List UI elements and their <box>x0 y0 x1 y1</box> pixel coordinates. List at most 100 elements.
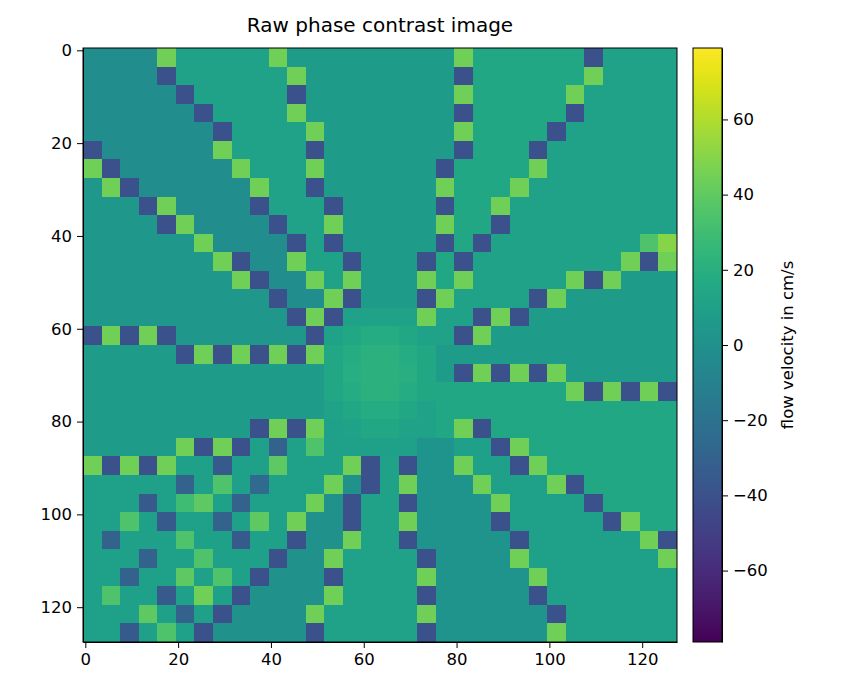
heatmap-cell <box>380 401 399 420</box>
heatmap-cell <box>566 308 585 327</box>
heatmap-cell <box>510 586 529 605</box>
heatmap-cell <box>473 345 492 364</box>
heatmap-cell <box>213 438 232 457</box>
heatmap-cell <box>157 122 176 141</box>
heatmap-cell <box>139 215 158 234</box>
heatmap-cell <box>529 419 548 438</box>
colorbar-tick-label: 60 <box>733 110 754 129</box>
heatmap-cell <box>194 512 213 531</box>
heatmap-cell <box>139 494 158 513</box>
heatmap-cell <box>529 605 548 624</box>
heatmap-cell <box>194 326 213 345</box>
colorbar-tick-mark <box>722 270 728 271</box>
heatmap-cell <box>473 586 492 605</box>
heatmap-cell <box>417 401 436 420</box>
heatmap-cell <box>621 197 640 216</box>
heatmap-cell <box>102 345 121 364</box>
heatmap-cell <box>102 122 121 141</box>
heatmap-cell <box>399 48 418 67</box>
heatmap-cell <box>547 475 566 494</box>
heatmap-cell <box>547 623 566 642</box>
y-tick-mark <box>77 514 83 515</box>
heatmap-cell <box>621 475 640 494</box>
heatmap-cell <box>213 104 232 123</box>
heatmap-cell <box>232 252 251 271</box>
heatmap-cell <box>250 308 269 327</box>
heatmap-cell <box>603 512 622 531</box>
heatmap-cell <box>306 586 325 605</box>
heatmap-cell <box>343 197 362 216</box>
heatmap-cell <box>269 549 288 568</box>
x-tick-mark <box>271 642 272 648</box>
heatmap-cell <box>232 419 251 438</box>
heatmap-cell <box>324 512 343 531</box>
heatmap-cell <box>417 326 436 345</box>
heatmap-cell <box>380 104 399 123</box>
heatmap-cell <box>269 308 288 327</box>
heatmap-cell <box>454 419 473 438</box>
heatmap-cell <box>473 623 492 642</box>
heatmap-cell <box>640 568 659 587</box>
heatmap-cell <box>120 67 139 86</box>
heatmap-cell <box>139 623 158 642</box>
heatmap-cell <box>324 568 343 587</box>
heatmap-cell <box>510 67 529 86</box>
heatmap-cell <box>120 197 139 216</box>
heatmap-cell <box>250 271 269 290</box>
heatmap-cell <box>417 345 436 364</box>
heatmap-cell <box>361 345 380 364</box>
heatmap-cell <box>120 326 139 345</box>
heatmap-cell <box>510 568 529 587</box>
heatmap-cell <box>640 197 659 216</box>
heatmap-cell <box>250 197 269 216</box>
heatmap-cell <box>566 623 585 642</box>
heatmap-cell <box>491 623 510 642</box>
heatmap-cell <box>361 401 380 420</box>
heatmap-cell <box>454 456 473 475</box>
heatmap-cell <box>324 141 343 160</box>
heatmap-cell <box>640 326 659 345</box>
heatmap-cell <box>510 215 529 234</box>
heatmap-cell <box>566 67 585 86</box>
heatmap-cell <box>287 326 306 345</box>
heatmap-cell <box>547 605 566 624</box>
heatmap-cell <box>324 438 343 457</box>
heatmap-cell <box>157 234 176 253</box>
heatmap-cell <box>287 512 306 531</box>
heatmap-cell <box>380 364 399 383</box>
heatmap-cell <box>176 197 195 216</box>
heatmap-cell <box>232 85 251 104</box>
heatmap-cell <box>324 215 343 234</box>
heatmap-cell <box>566 568 585 587</box>
heatmap-cell <box>566 345 585 364</box>
heatmap-cell <box>380 215 399 234</box>
heatmap-cell <box>510 141 529 160</box>
heatmap-cell <box>139 438 158 457</box>
heatmap-cell <box>399 104 418 123</box>
heatmap-cell <box>584 586 603 605</box>
heatmap-cell <box>306 178 325 197</box>
heatmap-cell <box>380 85 399 104</box>
heatmap-cell <box>380 141 399 160</box>
heatmap-cell <box>157 104 176 123</box>
heatmap-cell <box>287 215 306 234</box>
heatmap-cell <box>491 308 510 327</box>
heatmap-cell <box>102 568 121 587</box>
heatmap-cell <box>287 475 306 494</box>
heatmap-cell <box>399 122 418 141</box>
heatmap-cell <box>417 438 436 457</box>
heatmap-cell <box>269 234 288 253</box>
heatmap-cell <box>139 549 158 568</box>
heatmap-cell <box>232 605 251 624</box>
heatmap-cell <box>454 605 473 624</box>
heatmap-cell <box>436 419 455 438</box>
heatmap-cell <box>473 456 492 475</box>
heatmap-cell <box>510 475 529 494</box>
heatmap-cell <box>658 512 677 531</box>
heatmap-cell <box>529 215 548 234</box>
y-tick-label: 0 <box>62 41 73 60</box>
heatmap-cell <box>157 419 176 438</box>
y-tick-label: 40 <box>51 227 72 246</box>
heatmap-cell <box>232 271 251 290</box>
heatmap-cell <box>102 438 121 457</box>
